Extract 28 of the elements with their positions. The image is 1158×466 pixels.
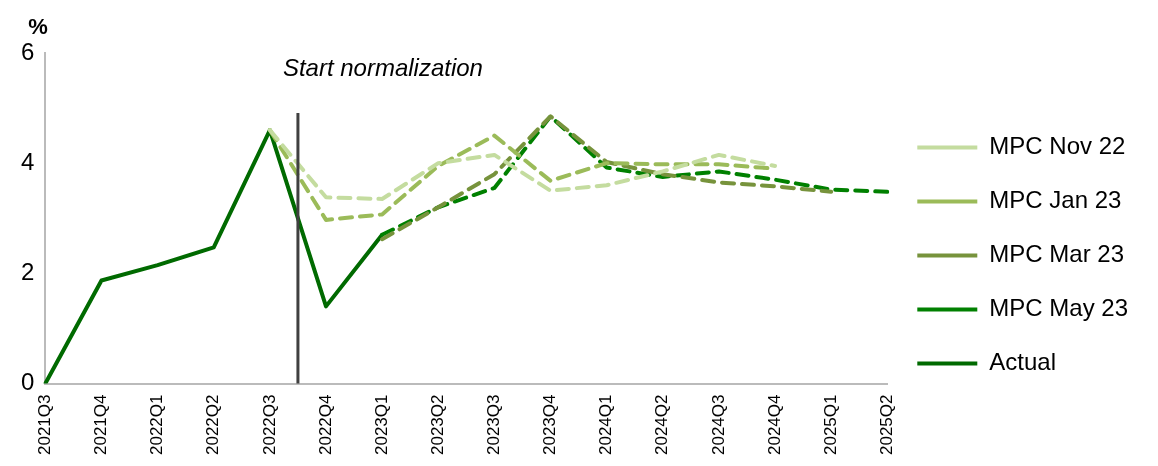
y-tick-label: 2 bbox=[20, 257, 35, 285]
x-tick-label: 2024Q3 bbox=[708, 394, 728, 455]
x-tick-label: 2024Q1 bbox=[596, 394, 616, 455]
x-tick-label: 2022Q4 bbox=[315, 394, 335, 455]
x-tick-label: 2024Q4 bbox=[764, 394, 784, 455]
x-tick-label: 2023Q2 bbox=[427, 394, 447, 455]
line-series bbox=[267, 128, 778, 201]
x-tick-label: 2025Q1 bbox=[820, 394, 840, 455]
legend-label: MPC May 23 bbox=[989, 294, 1128, 322]
legend-label: MPC Mar 23 bbox=[989, 240, 1124, 268]
x-tick-label: 2022Q2 bbox=[203, 394, 223, 455]
x-tick-label: 2023Q3 bbox=[484, 394, 504, 455]
y-tick-label: 4 bbox=[20, 147, 35, 175]
annotation: Start normalization bbox=[282, 53, 483, 81]
x-tick-label: 2021Q3 bbox=[35, 394, 55, 455]
y-axis-title: % bbox=[28, 14, 48, 40]
x-tick-label: 2023Q1 bbox=[371, 394, 391, 455]
x-tick-label: 2023Q4 bbox=[540, 394, 560, 455]
y-tick-label: 0 bbox=[20, 368, 35, 396]
x-tick-label: 2022Q3 bbox=[259, 394, 279, 455]
x-tick-label: 2022Q1 bbox=[147, 394, 167, 455]
legend-label: MPC Jan 23 bbox=[989, 186, 1122, 214]
legend-label: Actual bbox=[989, 348, 1056, 376]
legend-label: MPC Nov 22 bbox=[989, 132, 1126, 160]
x-tick-label: 2025Q2 bbox=[876, 394, 896, 455]
y-tick-label: 6 bbox=[20, 37, 35, 65]
x-tick-label: 2021Q4 bbox=[91, 394, 111, 455]
x-tick-label: 2024Q2 bbox=[652, 394, 672, 455]
